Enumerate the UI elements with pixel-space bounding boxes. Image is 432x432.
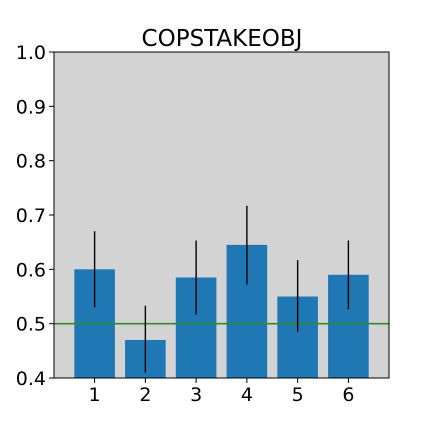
- chart-title: COPSTAKEOBJ: [142, 26, 303, 52]
- y-tick-label: 0.7: [16, 205, 46, 227]
- y-tick-label: 0.4: [16, 368, 46, 390]
- x-tick-label: 6: [342, 384, 354, 406]
- x-tick-label: 5: [292, 384, 304, 406]
- y-tick-label: 1.0: [16, 42, 46, 64]
- y-tick-label: 0.9: [16, 96, 46, 118]
- x-tick-label: 3: [190, 384, 202, 406]
- y-tick-label: 0.6: [16, 259, 46, 281]
- y-tick-label: 0.5: [16, 314, 46, 336]
- x-axis: 1 2 3 4 5 6: [89, 378, 354, 406]
- x-tick-label: 4: [241, 384, 253, 406]
- error-bars-group: [93, 205, 350, 373]
- x-tick-label: 2: [139, 384, 151, 406]
- bars-group: [74, 244, 369, 378]
- x-tick-label: 1: [89, 384, 101, 406]
- y-tick-label: 0.8: [16, 151, 46, 173]
- y-axis: 0.4 0.5 0.6 0.7 0.8 0.9 1.0: [16, 42, 54, 390]
